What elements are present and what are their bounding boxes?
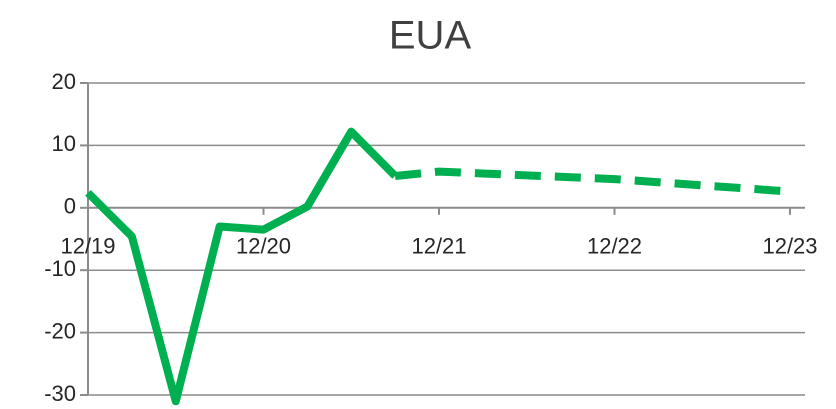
- x-tick-label: 12/20: [236, 234, 291, 259]
- y-tick-label: -30: [44, 381, 76, 406]
- x-tick-label: 12/22: [587, 234, 642, 259]
- line-series: [85, 127, 398, 406]
- y-tick-label: 20: [52, 69, 76, 94]
- y-tick-label: 10: [52, 131, 76, 156]
- y-tick-label: 0: [64, 194, 76, 219]
- x-tick-label: 12/19: [60, 234, 115, 259]
- chart-title: EUA: [389, 14, 472, 58]
- y-tick-label: -10: [44, 256, 76, 281]
- y-tick-label: -20: [44, 318, 76, 343]
- x-tick-label: 12/23: [762, 234, 817, 259]
- x-tick-label: 12/21: [411, 234, 466, 259]
- line-series: [394, 167, 791, 196]
